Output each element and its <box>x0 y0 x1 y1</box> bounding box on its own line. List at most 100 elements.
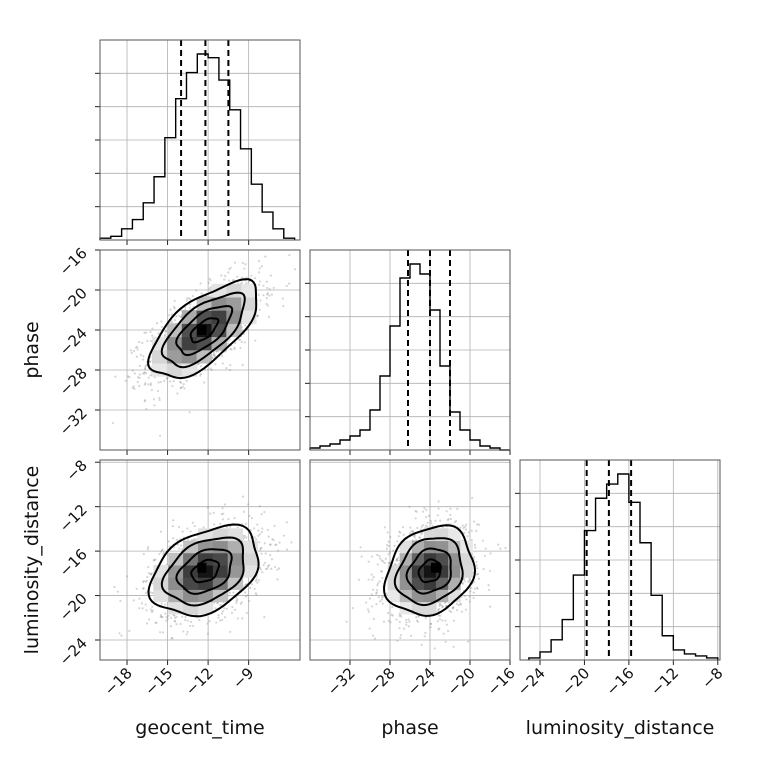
scatter-point <box>220 612 223 615</box>
scatter-point <box>228 368 232 372</box>
scatter-point <box>207 281 210 285</box>
scatter-point <box>149 383 152 387</box>
scatter-point <box>229 364 232 367</box>
scatter-point <box>172 613 175 617</box>
scatter-point <box>229 347 232 351</box>
scatter-point <box>459 603 462 606</box>
scatter-point <box>397 562 400 566</box>
scatter-point <box>151 582 154 585</box>
scatter-point <box>173 614 176 617</box>
scatter-point <box>182 630 185 633</box>
scatter-point <box>385 543 389 547</box>
scatter-point <box>372 588 375 591</box>
scatter-point <box>149 591 152 594</box>
scatter-point <box>416 526 419 530</box>
x-tick-label: −8 <box>698 664 726 692</box>
scatter-point <box>222 512 225 515</box>
scatter-point <box>236 617 239 620</box>
scatter-point <box>269 274 272 277</box>
panel-content <box>100 460 300 660</box>
scatter-point <box>167 540 170 543</box>
scatter-point <box>165 619 168 622</box>
scatter-point <box>220 512 223 516</box>
scatter-point <box>181 615 184 618</box>
x-tick-label: −32 <box>324 664 359 699</box>
scatter-point <box>470 587 473 590</box>
scatter-point <box>136 376 140 379</box>
scatter-point <box>456 507 459 511</box>
scatter-point <box>135 587 138 590</box>
scatter-point <box>160 325 163 328</box>
scatter-point <box>398 530 401 533</box>
scatter-point <box>233 516 236 520</box>
scatter-point <box>387 544 390 548</box>
scatter-point <box>127 375 130 378</box>
scatter-point <box>489 552 492 555</box>
scatter-point <box>256 314 260 318</box>
scatter-point <box>473 543 476 546</box>
density-cells <box>387 528 473 615</box>
scatter-point <box>134 346 138 349</box>
scatter-point <box>476 567 479 570</box>
scatter-point <box>192 624 195 628</box>
scatter-point <box>380 559 383 562</box>
scatter-point <box>375 603 378 606</box>
scatter-point <box>239 346 242 349</box>
scatter-point <box>233 608 237 611</box>
scatter-point <box>228 591 231 595</box>
density-cell <box>423 540 437 554</box>
scatter-point <box>214 355 217 358</box>
scatter-point <box>163 333 167 336</box>
scatter-point <box>423 635 426 638</box>
scatter-point <box>152 398 156 401</box>
scatter-point <box>170 320 173 323</box>
scatter-point <box>285 284 288 287</box>
scatter-point <box>278 541 281 544</box>
scatter-point <box>116 590 119 593</box>
scatter-point <box>408 532 412 535</box>
scatter-point <box>188 306 192 310</box>
scatter-point <box>230 348 233 351</box>
scatter-point <box>426 521 429 524</box>
scatter-point <box>243 534 246 538</box>
scatter-point <box>264 552 267 555</box>
scatter-point <box>150 610 153 613</box>
scatter-point <box>388 551 392 554</box>
scatter-point <box>193 524 196 528</box>
scatter-point <box>253 587 256 591</box>
scatter-point <box>164 330 168 333</box>
scatter-point <box>468 578 471 581</box>
scatter-point <box>135 355 138 358</box>
scatter-point <box>276 578 279 581</box>
scatter-point <box>158 398 161 402</box>
scatter-point <box>418 536 421 539</box>
scatter-point <box>186 619 189 622</box>
scatter-point <box>208 287 211 290</box>
contour-level-2 <box>393 537 464 607</box>
scatter-point <box>261 527 264 530</box>
scatter-point <box>111 421 114 425</box>
scatter-point <box>143 331 146 334</box>
scatter-point <box>145 363 148 367</box>
scatter-point <box>241 276 244 279</box>
scatter-point <box>449 517 453 521</box>
scatter-point <box>171 525 174 528</box>
scatter-point <box>221 507 224 510</box>
scatter-point <box>366 608 370 611</box>
pair-frame <box>99 249 301 451</box>
scatter-point <box>262 563 265 567</box>
scatter-point <box>199 374 202 377</box>
scatter-point <box>452 606 455 609</box>
scatter-point <box>472 520 476 523</box>
scatter-point <box>159 615 162 618</box>
scatter-point <box>143 372 146 375</box>
scatter-point <box>160 602 163 605</box>
scatter-point <box>138 364 141 367</box>
scatter-point <box>411 530 414 533</box>
scatter-point <box>259 547 262 550</box>
scatter-point <box>176 392 179 395</box>
scatter-point <box>258 308 261 311</box>
scatter-point <box>145 622 149 625</box>
scatter-point <box>171 637 174 640</box>
scatter-point <box>368 627 371 630</box>
